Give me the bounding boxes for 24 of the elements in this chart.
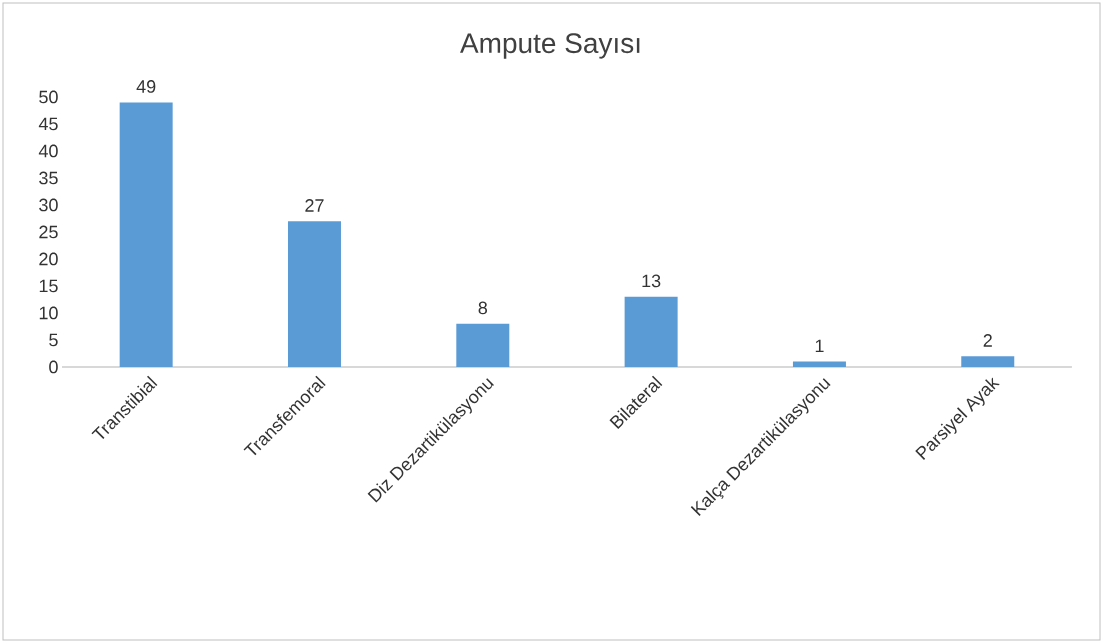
data-label: 27 [305, 199, 324, 212]
y-tick-label: 10 [39, 306, 58, 320]
y-tick-label: 35 [39, 171, 58, 185]
y-tick-label: 0 [49, 360, 58, 374]
bar [119, 102, 173, 367]
bar [624, 296, 678, 367]
y-tick-label: 45 [38, 117, 58, 131]
y-tick-label: 50 [39, 90, 58, 104]
bar [456, 323, 510, 367]
data-label: 1 [815, 339, 824, 353]
chart-title: Ampute Sayısı [460, 33, 640, 59]
y-tick-label: 15 [39, 279, 58, 293]
y-tick-label: 30 [39, 198, 58, 212]
bar [961, 356, 1015, 367]
bar [287, 221, 341, 367]
y-tick-label: 40 [38, 144, 58, 158]
y-tick-label: 5 [49, 333, 58, 347]
data-label: 13 [642, 274, 661, 288]
data-label: 8 [478, 301, 488, 315]
y-tick-label: 20 [39, 252, 58, 266]
bar [792, 361, 846, 367]
data-label: 49 [136, 80, 156, 93]
data-label: 2 [983, 334, 992, 347]
y-tick-label: 25 [39, 225, 58, 239]
